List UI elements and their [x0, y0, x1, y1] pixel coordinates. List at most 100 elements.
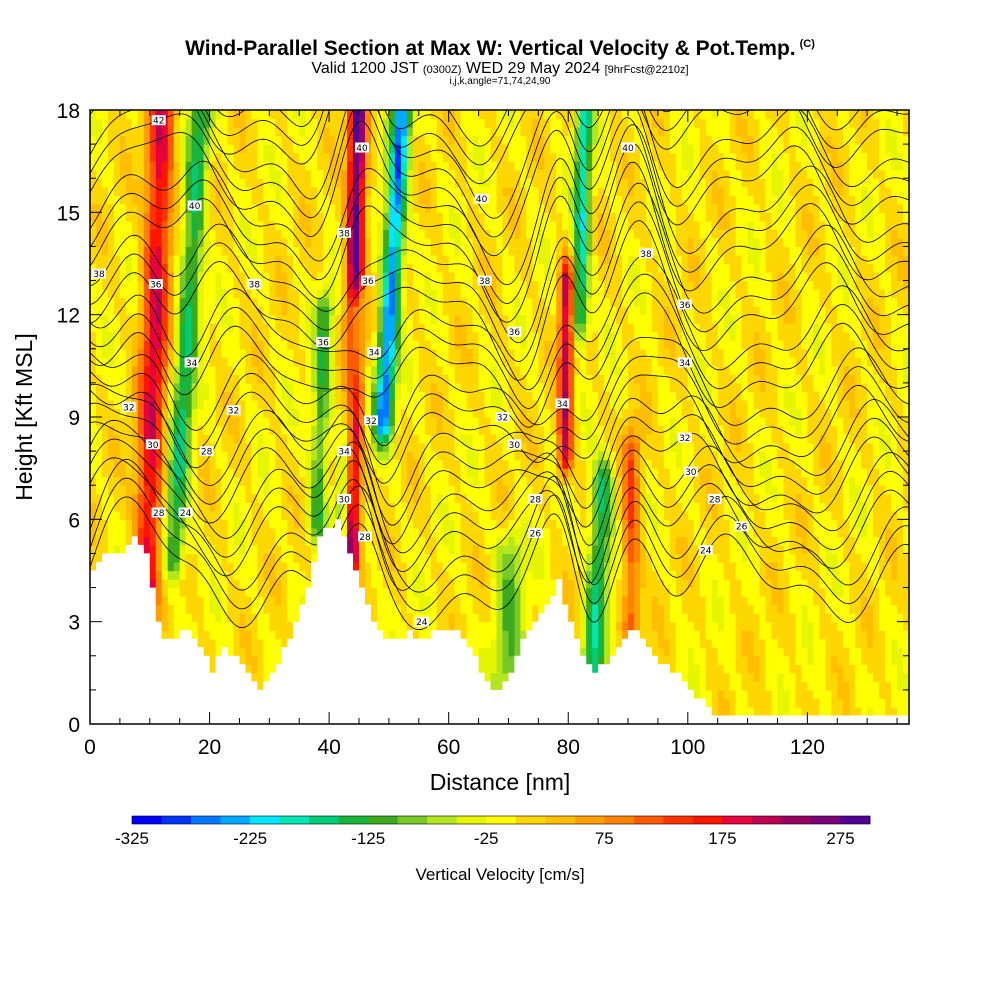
- velocity-cell: [484, 587, 492, 597]
- velocity-cell: [323, 391, 330, 401]
- velocity-cell: [364, 340, 372, 350]
- velocity-cell: [400, 263, 408, 273]
- velocity-cell: [143, 237, 151, 248]
- velocity-cell: [400, 220, 408, 230]
- copyright-mark: (C): [799, 38, 815, 50]
- velocity-cell: [95, 451, 103, 461]
- velocity-cell: [251, 638, 258, 648]
- velocity-cell: [203, 638, 211, 648]
- velocity-cell: [137, 434, 145, 444]
- velocity-cell: [227, 254, 235, 265]
- velocity-cell: [239, 272, 247, 282]
- velocity-cell: [269, 604, 276, 614]
- velocity-cell: [221, 621, 229, 631]
- velocity-cell: [233, 630, 241, 640]
- velocity-cell: [101, 220, 109, 230]
- velocity-cell: [400, 621, 408, 631]
- velocity-cell: [412, 570, 420, 580]
- velocity-cell: [149, 374, 157, 384]
- velocity-cell: [323, 127, 330, 137]
- velocity-cell: [388, 229, 396, 239]
- velocity-cell: [239, 519, 247, 529]
- velocity-cell: [203, 519, 211, 529]
- velocity-cell: [484, 382, 492, 393]
- velocity-cell: [347, 246, 354, 256]
- velocity-cell: [454, 417, 462, 427]
- velocity-cell: [293, 203, 300, 213]
- velocity-cell: [382, 229, 390, 239]
- velocity-cell: [143, 118, 151, 128]
- velocity-cell: [287, 365, 294, 375]
- velocity-cell: [221, 536, 229, 546]
- velocity-cell: [353, 246, 360, 256]
- velocity-cell: [329, 169, 336, 179]
- velocity-cell: [400, 544, 408, 555]
- velocity-cell: [269, 152, 276, 162]
- velocity-cell: [353, 348, 360, 358]
- velocity-cell: [466, 272, 474, 282]
- velocity-cell: [107, 161, 115, 171]
- velocity-cell: [472, 212, 480, 222]
- velocity-cell: [119, 468, 127, 478]
- velocity-cell: [203, 118, 211, 128]
- velocity-cell: [305, 169, 312, 179]
- velocity-cell: [478, 604, 486, 614]
- velocity-cell: [293, 186, 300, 196]
- velocity-cell: [251, 169, 258, 179]
- velocity-cell: [478, 178, 486, 188]
- velocity-cell: [227, 621, 235, 631]
- velocity-cell: [317, 178, 324, 188]
- velocity-cell: [406, 425, 414, 435]
- velocity-cell: [245, 485, 253, 495]
- velocity-cell: [388, 561, 396, 572]
- velocity-cell: [149, 254, 157, 265]
- velocity-cell: [113, 382, 121, 393]
- velocity-cell: [203, 604, 211, 614]
- velocity-cell: [131, 425, 139, 435]
- velocity-cell: [442, 451, 450, 461]
- velocity-cell: [191, 587, 199, 597]
- velocity-cell: [305, 485, 312, 495]
- velocity-cell: [143, 323, 151, 333]
- velocity-cell: [472, 263, 480, 273]
- velocity-cell: [317, 229, 324, 239]
- velocity-cell: [418, 604, 426, 614]
- velocity-cell: [221, 331, 229, 341]
- velocity-cell: [454, 348, 462, 358]
- velocity-cell: [496, 485, 504, 495]
- velocity-cell: [299, 382, 306, 393]
- velocity-cell: [113, 442, 121, 452]
- velocity-cell: [179, 399, 187, 410]
- velocity-cell: [137, 399, 145, 410]
- velocity-cell: [113, 263, 121, 273]
- velocity-cell: [418, 161, 426, 171]
- velocity-cell: [311, 408, 318, 418]
- velocity-cell: [305, 382, 312, 393]
- velocity-cell: [376, 289, 384, 299]
- velocity-cell: [251, 374, 258, 384]
- velocity-cell: [329, 203, 336, 213]
- velocity-cell: [448, 272, 456, 282]
- velocity-cell: [382, 152, 390, 162]
- velocity-cell: [341, 485, 348, 495]
- velocity-cell: [400, 144, 408, 154]
- velocity-cell: [101, 399, 109, 410]
- velocity-cell: [347, 544, 354, 555]
- velocity-cell: [155, 127, 163, 137]
- velocity-cell: [454, 485, 462, 495]
- velocity-cell: [370, 459, 378, 469]
- velocity-cell: [364, 382, 372, 393]
- velocity-cell: [311, 417, 318, 427]
- velocity-cell: [215, 220, 223, 230]
- velocity-cell: [197, 604, 205, 614]
- velocity-cell: [394, 203, 402, 213]
- velocity-cell: [185, 254, 193, 265]
- velocity-cell: [197, 561, 205, 572]
- velocity-cell: [299, 229, 306, 239]
- velocity-cell: [119, 246, 127, 256]
- velocity-cell: [376, 357, 384, 367]
- velocity-cell: [245, 229, 253, 239]
- velocity-cell: [155, 263, 163, 273]
- velocity-cell: [251, 596, 258, 606]
- velocity-cell: [347, 348, 354, 358]
